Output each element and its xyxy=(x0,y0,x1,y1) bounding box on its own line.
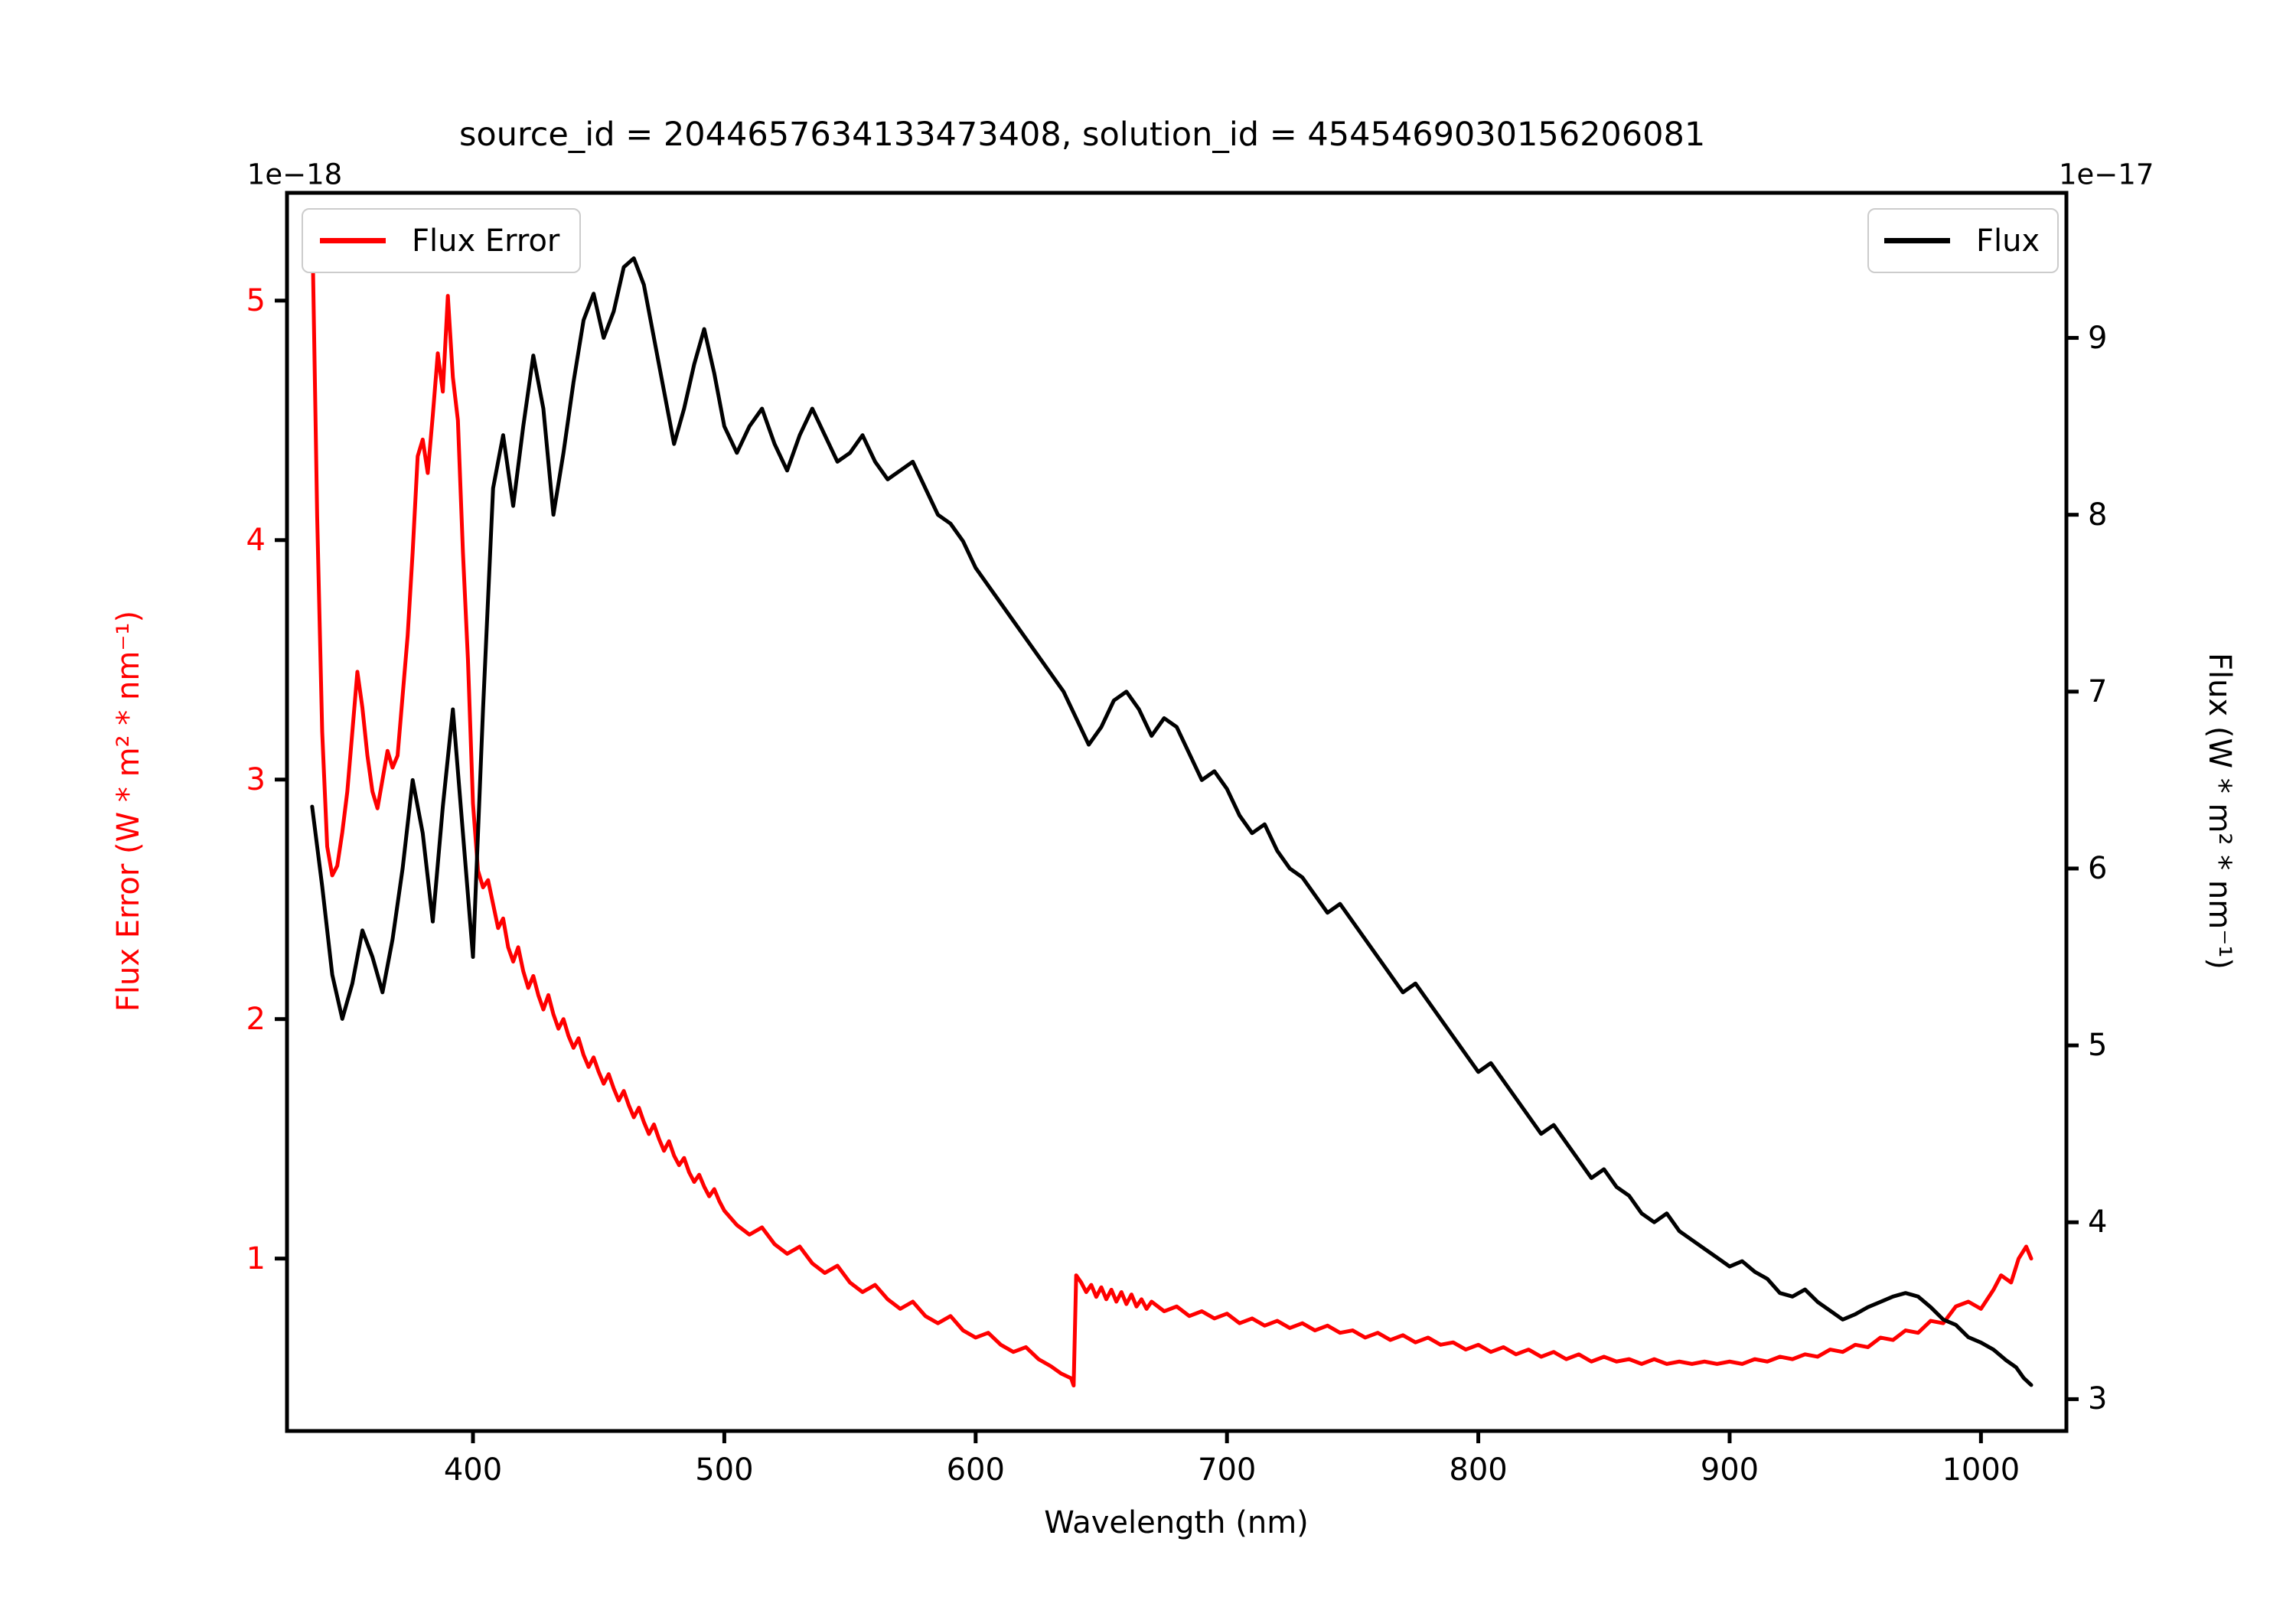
right-y-tick-label-6: 6 xyxy=(2088,850,2108,886)
legend-label-flux-error: Flux Error xyxy=(412,223,560,259)
right-y-tick-label-9: 9 xyxy=(2088,320,2108,356)
legend-flux-error[interactable]: Flux Error xyxy=(302,208,581,273)
axes-frame xyxy=(285,191,2069,1433)
right-axis-offset-text: 1e−17 xyxy=(2059,158,2154,191)
page-title: source_id = 2044657634133473408, solutio… xyxy=(459,116,1706,154)
legend-swatch-flux-error xyxy=(320,238,386,243)
x-tick-label-600: 600 xyxy=(946,1452,1005,1488)
series-line-flux xyxy=(310,256,2033,1387)
right-y-tick-label-4: 4 xyxy=(2088,1204,2108,1240)
right-y-tick-label-8: 8 xyxy=(2088,497,2108,533)
legend-flux[interactable]: Flux xyxy=(1867,208,2059,273)
series-line-flux-error xyxy=(310,214,2033,1388)
left-y-tick-label-3: 3 xyxy=(246,761,266,797)
x-tick-label-1000: 1000 xyxy=(1942,1452,2020,1488)
x-tick-label-700: 700 xyxy=(1197,1452,1257,1488)
x-tick-label-400: 400 xyxy=(443,1452,503,1488)
right-y-tick-label-7: 7 xyxy=(2088,673,2108,709)
right-y-tick-label-3: 3 xyxy=(2088,1381,2108,1417)
left-axis-offset-text: 1e−18 xyxy=(246,158,343,191)
x-tick-label-500: 500 xyxy=(695,1452,754,1488)
left-y-axis-label: Flux Error (W * m² * nm⁻¹) xyxy=(111,610,146,1012)
x-tick-label-800: 800 xyxy=(1449,1452,1508,1488)
left-y-tick-label-5: 5 xyxy=(246,282,266,318)
right-y-axis-label: Flux (W * m² * nm⁻¹) xyxy=(2202,653,2237,970)
left-axis-ticks xyxy=(275,298,287,1261)
right-axis-ticks xyxy=(2066,336,2079,1401)
right-y-tick-label-5: 5 xyxy=(2088,1028,2108,1064)
x-axis-ticks xyxy=(471,1431,1983,1443)
legend-label-flux: Flux xyxy=(1976,223,2040,259)
left-y-tick-label-1: 1 xyxy=(246,1240,266,1276)
x-tick-label-900: 900 xyxy=(1700,1452,1760,1488)
left-y-tick-label-2: 2 xyxy=(246,1001,266,1037)
left-y-tick-label-4: 4 xyxy=(246,522,266,558)
legend-swatch-flux xyxy=(1884,238,1950,243)
x-axis-label: Wavelength (nm) xyxy=(1044,1505,1309,1540)
